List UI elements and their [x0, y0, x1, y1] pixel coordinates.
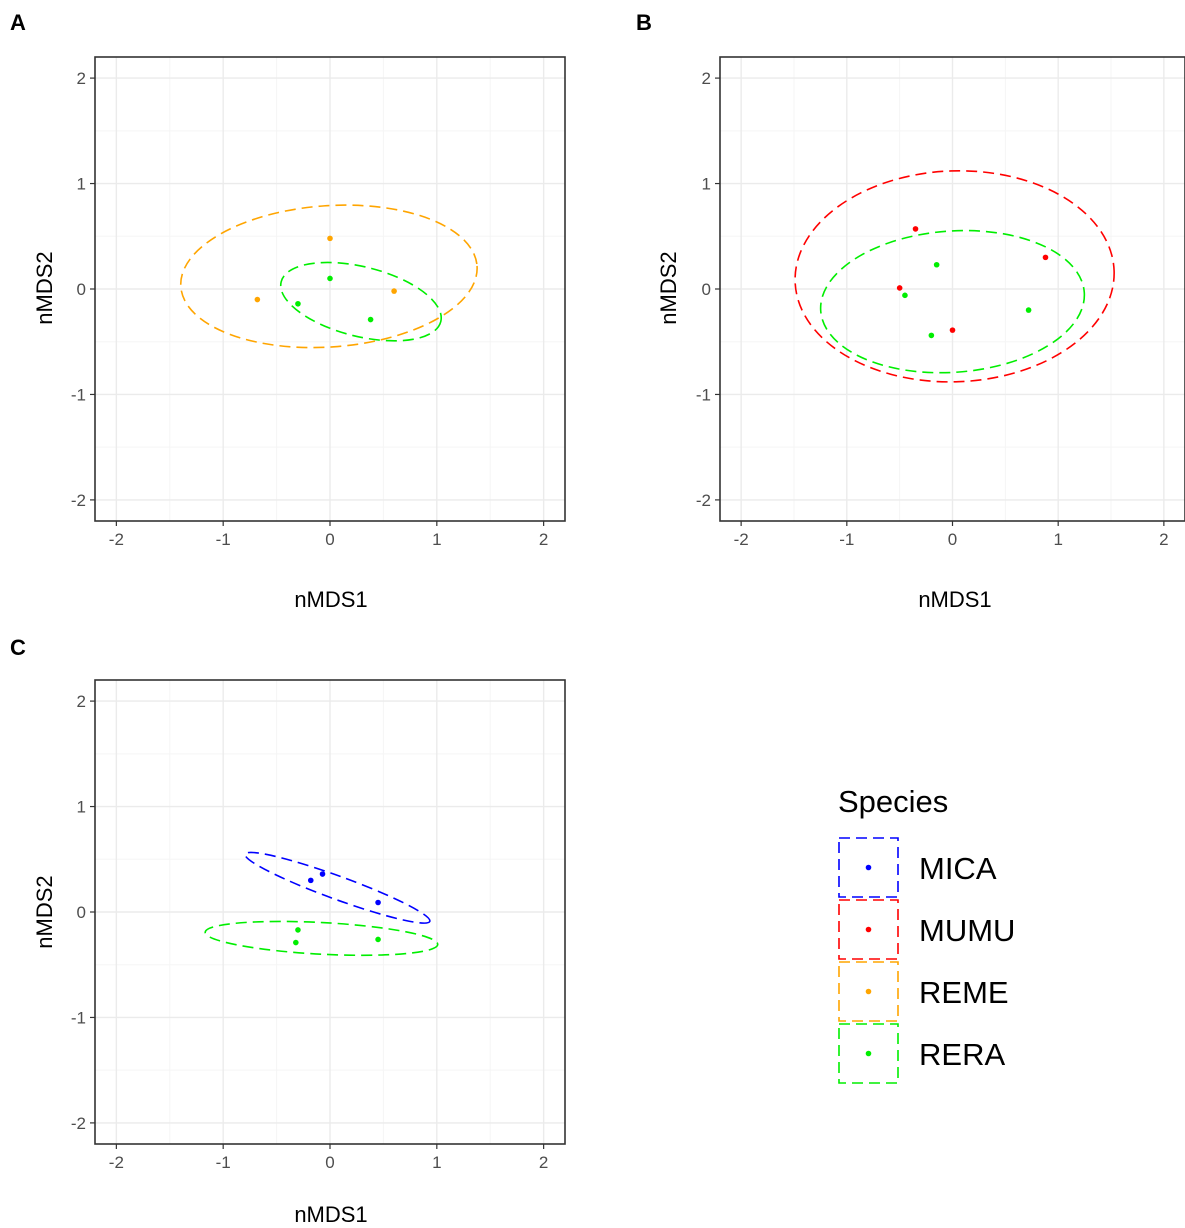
x-tick-label: 1 [432, 1153, 441, 1172]
legend-key-point [865, 988, 872, 995]
point-rera [367, 316, 374, 323]
x-axis-title: nMDS1 [918, 587, 991, 612]
ellipse-rera [279, 261, 443, 342]
ellipse-rera [819, 229, 1086, 374]
gridlines [95, 57, 565, 521]
panel-tag: C [10, 635, 26, 660]
legend-key-point [865, 1050, 872, 1057]
y-tick-label: 0 [77, 280, 86, 299]
axis-ticks: -2 -1 0 1 2 -2 -1 0 1 2 [696, 69, 1169, 549]
point-rera [933, 261, 940, 268]
legend-key-point [865, 864, 872, 871]
y-tick-label: -1 [71, 1008, 86, 1027]
x-tick-label: -2 [109, 530, 124, 549]
legend-key-box [838, 837, 899, 898]
ellipse-reme [179, 204, 478, 349]
y-tick-label: 2 [77, 692, 86, 711]
point-reme [327, 235, 333, 242]
legend-key-point [865, 926, 872, 933]
legend-label: REME [919, 975, 1009, 1010]
point-rera [928, 332, 935, 339]
point-rera [1025, 307, 1032, 313]
gridlines [720, 57, 1185, 521]
species-legend: Species MICA MUMU REME RERA [838, 784, 1015, 1084]
x-axis-title: nMDS1 [294, 1202, 367, 1227]
gridlines [95, 680, 565, 1144]
legend-item-rera: RERA [838, 1023, 1005, 1084]
point-mumu [1042, 254, 1049, 261]
y-tick-label: 0 [702, 280, 711, 299]
x-tick-label: 2 [539, 530, 548, 549]
data-layer [179, 204, 478, 349]
point-mica [319, 871, 326, 877]
y-axis-title: nMDS2 [32, 251, 57, 324]
x-tick-label: 2 [1159, 530, 1168, 549]
ellipse-mica [244, 851, 431, 924]
x-tick-label: 0 [325, 530, 334, 549]
x-tick-label: 0 [948, 530, 957, 549]
y-tick-label: 1 [77, 175, 86, 194]
point-rera [293, 939, 299, 946]
point-rera [902, 292, 908, 299]
point-mica [375, 899, 381, 906]
x-tick-label: -2 [734, 530, 749, 549]
point-reme [254, 296, 261, 303]
panel-tag: A [10, 10, 26, 35]
data-layer [794, 170, 1115, 383]
ellipse-rera [204, 920, 439, 957]
y-tick-label: 2 [77, 69, 86, 88]
point-rera [295, 927, 301, 933]
point-mumu [949, 327, 956, 333]
panel-tag: B [636, 10, 652, 35]
y-axis-title: nMDS2 [656, 251, 681, 324]
legend-key-box [838, 899, 899, 960]
point-rera [295, 300, 301, 307]
x-tick-label: 1 [432, 530, 441, 549]
legend-label: MICA [919, 851, 997, 886]
x-tick-label: -2 [109, 1153, 124, 1172]
y-axis-title: nMDS2 [32, 875, 57, 948]
x-tick-label: 0 [325, 1153, 334, 1172]
point-mumu [896, 285, 903, 291]
y-tick-label: 2 [702, 69, 711, 88]
data-layer [204, 851, 439, 957]
y-tick-label: -2 [696, 491, 711, 510]
x-axis-title: nMDS1 [294, 587, 367, 612]
panel-a: -2 -1 0 1 2 -2 -1 0 1 2 nMDS1 nMDS2 A [10, 10, 566, 612]
y-tick-label: 1 [702, 175, 711, 194]
legend-item-mica: MICA [838, 837, 997, 898]
legend-key-box [838, 961, 899, 1022]
x-tick-label: -1 [216, 1153, 231, 1172]
y-tick-label: -2 [71, 1114, 86, 1133]
ellipse-mumu [794, 170, 1115, 383]
legend-label: RERA [919, 1037, 1005, 1072]
point-rera [327, 275, 333, 282]
x-tick-label: -1 [216, 530, 231, 549]
point-reme [391, 288, 397, 294]
x-tick-label: -1 [839, 530, 854, 549]
y-tick-label: -1 [696, 385, 711, 404]
legend-item-reme: REME [838, 961, 1009, 1022]
x-tick-label: 1 [1053, 530, 1062, 549]
point-rera [375, 936, 381, 943]
panel-b: -2 -1 0 1 2 -2 -1 0 1 2 nMDS1 nMDS2 B [636, 10, 1185, 612]
y-tick-label: -1 [71, 385, 86, 404]
point-mumu [912, 226, 919, 232]
legend-item-mumu: MUMU [838, 899, 1015, 960]
panels: -2 -1 0 1 2 -2 -1 0 1 2 nMDS1 nMDS2 A -2 -1 0 1 2 -2 -1 0 1 2 n… [10, 10, 1185, 1227]
x-tick-label: 2 [539, 1153, 548, 1172]
axis-ticks: -2 -1 0 1 2 -2 -1 0 1 2 [71, 692, 548, 1172]
panel-c: -2 -1 0 1 2 -2 -1 0 1 2 nMDS1 nMDS2 C [10, 635, 566, 1227]
legend-label: MUMU [919, 913, 1015, 948]
y-tick-label: 0 [77, 903, 86, 922]
point-mica [307, 877, 314, 884]
legend-key-box [838, 1023, 899, 1084]
y-tick-label: -2 [71, 491, 86, 510]
legend-title: Species [838, 784, 948, 819]
axis-ticks: -2 -1 0 1 2 -2 -1 0 1 2 [71, 69, 548, 549]
y-tick-label: 1 [77, 798, 86, 817]
